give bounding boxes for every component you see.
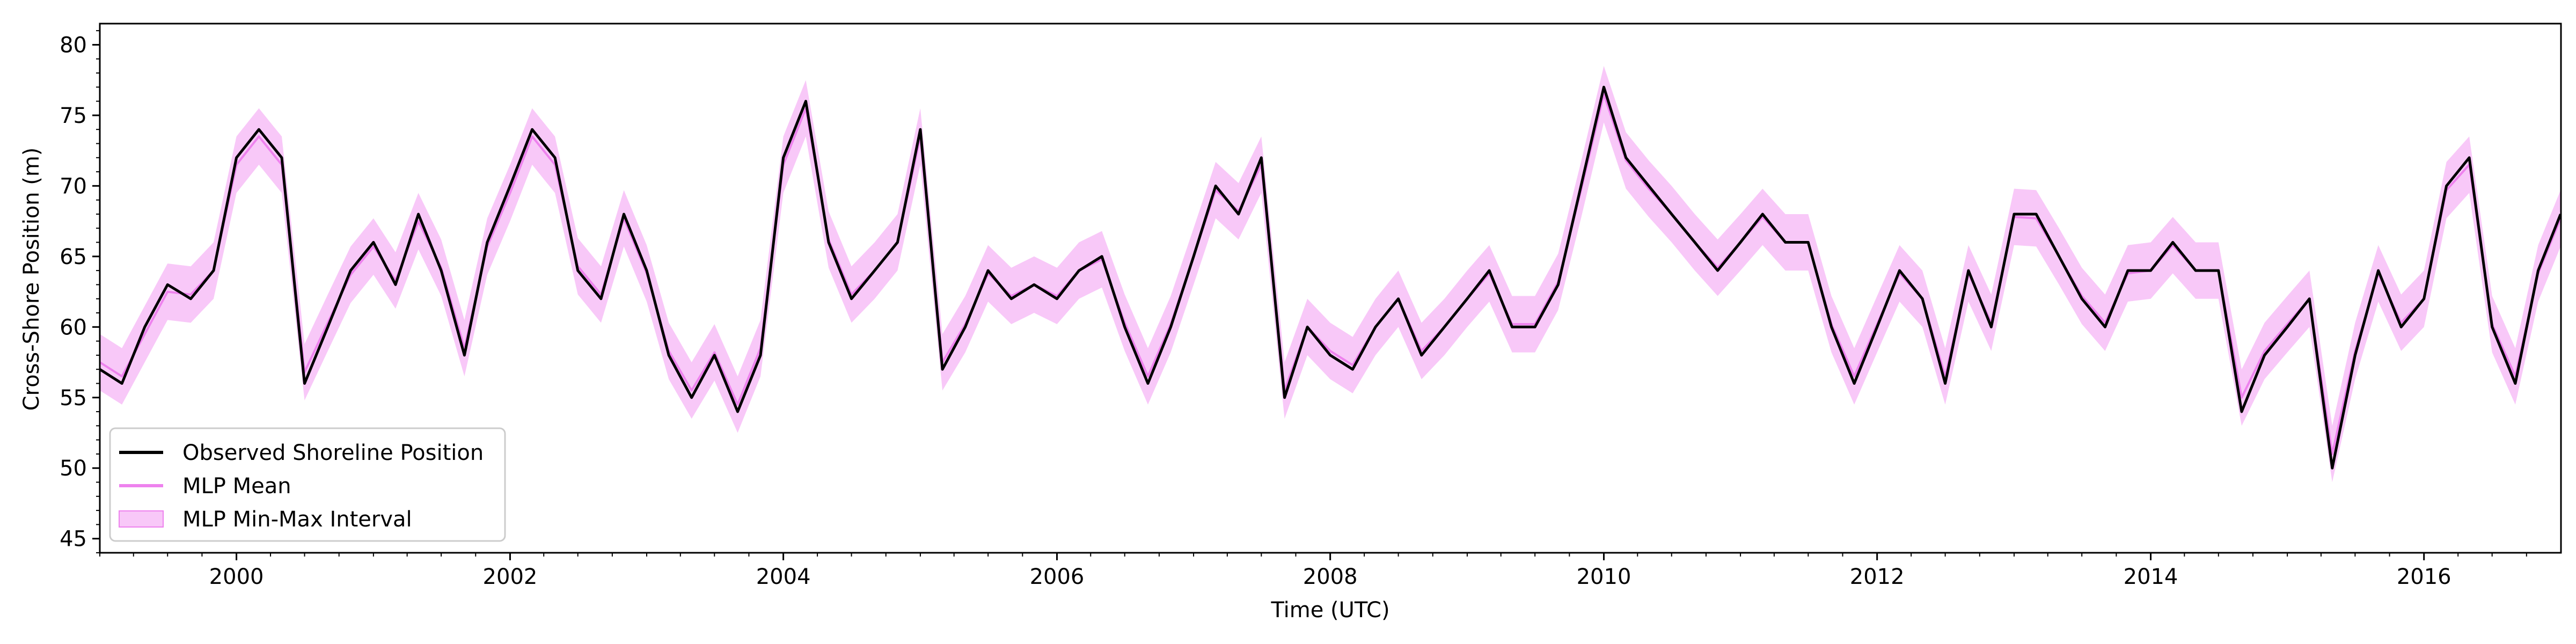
y-axis-label: Cross-Shore Position (m) (19, 148, 44, 411)
x-axis-label: Time (UTC) (1270, 598, 1389, 623)
x-axis: 2000 2002 2004 2006 2008 2010 2012 2014 2016 (99, 553, 2527, 589)
x-tick-label: 2016 (2397, 565, 2451, 589)
plot-area (99, 65, 2562, 482)
y-axis: 45 50 55 60 65 70 75 80 (60, 30, 100, 553)
x-tick-label: 2002 (483, 565, 538, 589)
x-tick-label: 2006 (1030, 565, 1085, 589)
x-tick-label: 2000 (209, 565, 264, 589)
legend-observed-label: Observed Shoreline Position (182, 441, 484, 465)
legend-box (109, 427, 506, 542)
y-tick-label: 80 (60, 33, 87, 57)
y-tick-label: 45 (60, 527, 87, 552)
legend: Observed Shoreline Position MLP Mean MLP… (109, 427, 506, 542)
min-max-band-layer (100, 65, 2561, 482)
legend-mean-label: MLP Mean (182, 474, 291, 499)
x-tick-label: 2014 (2124, 565, 2178, 589)
legend-interval-swatch (119, 510, 164, 528)
x-tick-label: 2008 (1303, 565, 1358, 589)
x-tick-label: 2010 (1577, 565, 1631, 589)
observed-shoreline-line (99, 85, 2562, 470)
observed-line-layer (99, 85, 2562, 470)
x-tick-label: 2004 (756, 565, 811, 589)
y-tick-label: 50 (60, 456, 87, 481)
y-tick-label: 60 (60, 315, 87, 340)
min-max-interval-band (100, 65, 2561, 482)
legend-interval-label: MLP Min-Max Interval (182, 507, 412, 532)
y-tick-label: 75 (60, 104, 87, 128)
x-tick-label: 2012 (1850, 565, 1905, 589)
y-tick-label: 70 (60, 174, 87, 199)
y-tick-label: 55 (60, 386, 87, 411)
y-tick-label: 65 (60, 245, 87, 269)
